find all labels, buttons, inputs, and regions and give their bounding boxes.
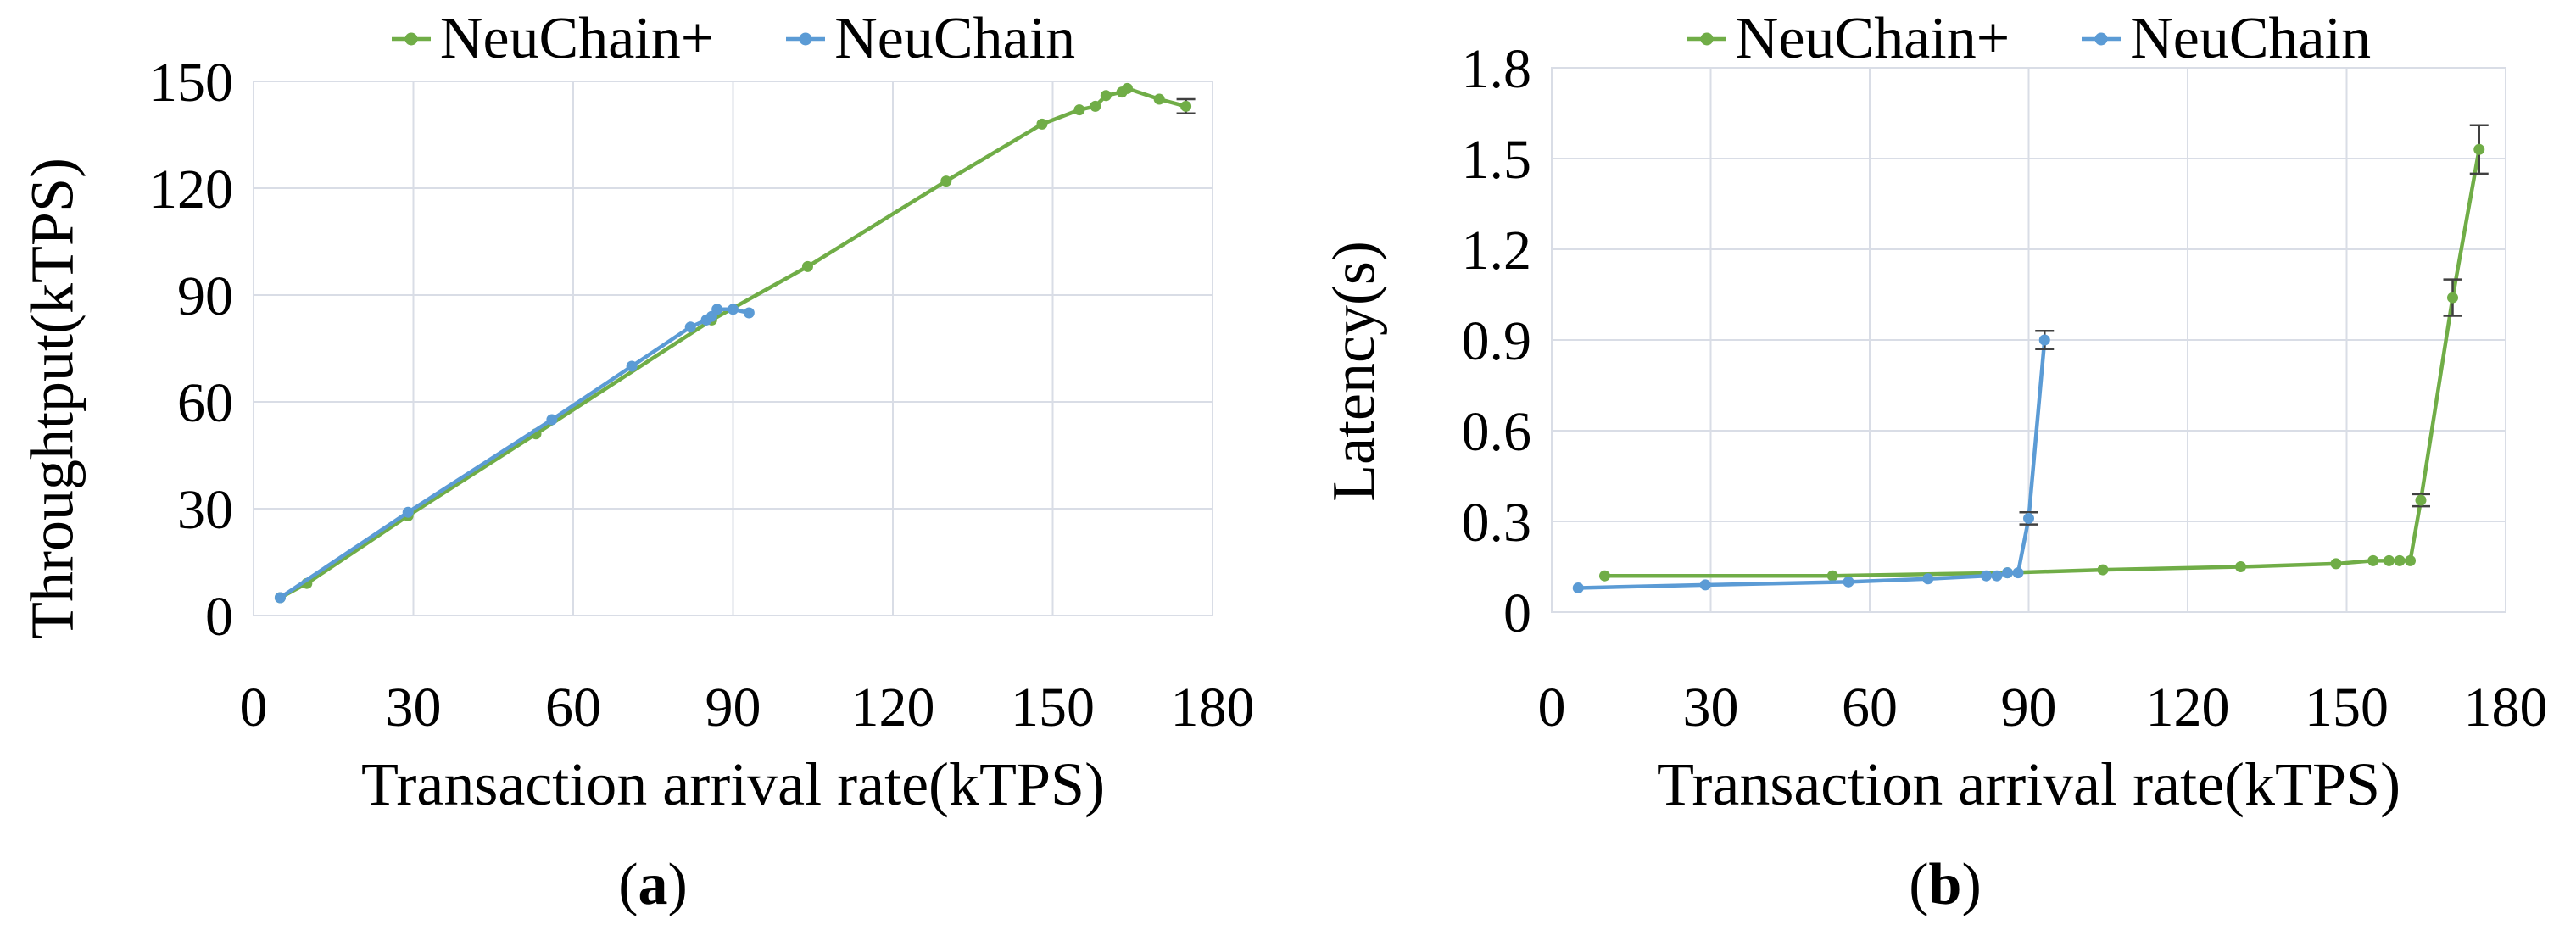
neuchain-legend-marker-icon: [786, 32, 826, 46]
series-line-neuchain: [1578, 339, 2047, 590]
x-tick-label-0: 0: [240, 677, 268, 738]
data-point-neuchain-82-81: [684, 321, 696, 333]
chart-a-throughput: NeuChain+ NeuChain Throughtput(kTPS) 0 30…: [19, 5, 1255, 917]
neuchain-plus-legend-marker-icon: [391, 32, 431, 46]
x-tick-label-180: 180: [2464, 677, 2548, 738]
y-tick-label-0.9: 0.9: [1462, 310, 1532, 372]
data-point-neuchain-plus-175-143: [1180, 100, 1192, 112]
x-tick-label-150: 150: [2305, 677, 2389, 738]
data-point-neuchain-plus-130-0.15: [2235, 561, 2246, 572]
data-point-neuchain-plus-170-1.04: [2447, 292, 2458, 304]
x-axis-title: Transaction arrival rate(kTPS): [360, 750, 1106, 818]
legend-label: NeuChain: [2130, 6, 2372, 71]
data-point-neuchain-plus-148-138: [1036, 118, 1048, 130]
chart-b-latency: NeuChain+ NeuChain Latency(s) 0 30 60 90 120…: [1314, 0, 2576, 947]
data-point-neuchain-plus-104-98: [801, 260, 813, 272]
data-point-neuchain-plus-164-148: [1121, 82, 1133, 94]
legend-label: NeuChain: [834, 6, 1076, 71]
neuchain-legend-marker-icon: [2082, 32, 2122, 46]
x-tick-label-0: 0: [1538, 677, 1566, 738]
data-point-neuchain-plus-160-146: [1100, 90, 1112, 102]
x-tick-label-120: 120: [2146, 677, 2230, 738]
data-point-neuchain-29-29: [402, 506, 414, 518]
x-tick-label-60: 60: [545, 677, 601, 738]
x-tick-label-30: 30: [386, 677, 442, 738]
legend-item-neuchain: NeuChain: [785, 5, 1075, 73]
data-point-neuchain-plus-158-143: [1090, 100, 1101, 112]
x-tick-label-150: 150: [1011, 677, 1095, 738]
data-point-neuchain-plus-10-0.12: [1599, 570, 1610, 582]
legend-label: NeuChain+: [1735, 6, 2010, 71]
neuchain-plus-legend-marker-icon: [1687, 32, 1726, 46]
data-point-neuchain-56-55: [546, 414, 558, 426]
x-tick-label-30: 30: [1683, 677, 1739, 738]
y-tick-label-0: 0: [205, 586, 233, 648]
series-line-neuchain: [279, 307, 750, 599]
y-tick-label-1.2: 1.2: [1462, 220, 1532, 281]
data-point-neuchain-90-86: [728, 304, 739, 315]
plot-border: [253, 81, 1213, 616]
data-point-neuchain-plus-155-142: [1073, 104, 1085, 116]
y-tick-label-1.5: 1.5: [1462, 129, 1532, 191]
data-point-neuchain-plus-158-0.17: [2384, 554, 2395, 566]
data-point-neuchain-plus-175-1.53: [2473, 143, 2485, 155]
data-point-neuchain-86-0.13: [2002, 567, 2013, 579]
plot-border: [1551, 67, 2506, 613]
x-tick-label-90: 90: [705, 677, 761, 738]
data-point-neuchain-5-0.08: [1572, 582, 1584, 593]
y-tick-label-1.8: 1.8: [1462, 38, 1532, 100]
legend: NeuChain+ NeuChain: [1552, 5, 2506, 73]
legend-item-neuchain-plus: NeuChain+: [1687, 5, 2010, 73]
data-point-neuchain-29-0.09: [1699, 579, 1711, 591]
y-tick-label-90: 90: [177, 265, 233, 327]
data-point-neuchain-plus-162-0.17: [2405, 554, 2416, 566]
y-tick-label-150: 150: [149, 52, 233, 114]
y-tick-label-120: 120: [149, 159, 233, 220]
y-tick-label-0: 0: [1503, 582, 1531, 644]
data-point-neuchain-87-86: [711, 304, 723, 315]
x-tick-label-60: 60: [1842, 677, 1898, 738]
x-tick-label-120: 120: [851, 677, 935, 738]
data-point-neuchain-84-0.12: [1991, 570, 2003, 582]
caption: (a): [618, 852, 688, 917]
y-tick-label-0.3: 0.3: [1462, 492, 1532, 554]
data-point-neuchain-plus-170-145: [1153, 93, 1165, 105]
data-point-neuchain-plus-104-0.14: [2097, 564, 2109, 576]
data-point-neuchain-71-70: [626, 360, 638, 372]
x-tick-label-180: 180: [1171, 677, 1255, 738]
legend-label: NeuChain+: [439, 6, 715, 71]
legend: NeuChain+ NeuChain: [254, 5, 1213, 73]
y-tick-label-30: 30: [177, 479, 233, 541]
data-point-neuchain-5-5: [274, 592, 286, 604]
data-point-neuchain-88-0.13: [2012, 567, 2024, 579]
data-point-neuchain-90-0.31: [2023, 512, 2034, 524]
data-point-neuchain-plus-164-0.37: [2415, 494, 2427, 506]
y-tick-label-60: 60: [177, 372, 233, 434]
legend-item-neuchain-plus: NeuChain+: [391, 5, 714, 73]
legend-item-neuchain: NeuChain: [2081, 5, 2371, 73]
data-point-neuchain-56-0.1: [1843, 576, 1854, 588]
data-point-neuchain-plus-155-0.17: [2367, 554, 2379, 566]
data-point-neuchain-plus-53-0.12: [1826, 570, 1838, 582]
data-point-neuchain-82-0.12: [1981, 570, 1992, 582]
plot-area: 0 30 60 90 120 150 180 0 30 60 90 120 150: [149, 52, 1255, 738]
x-axis-title: Transaction arrival rate(kTPS): [1656, 750, 2401, 818]
plot-area: 0 30 60 90 120 150 180 0 0.3 0.6 0.9 1.2 1.5 1.8: [1462, 38, 2548, 738]
data-point-neuchain-plus-160-0.17: [2394, 554, 2406, 566]
data-point-neuchain-plus-130-122: [940, 175, 952, 187]
caption: (b): [1909, 852, 1982, 917]
x-tick-label-90: 90: [2001, 677, 2057, 738]
y-tick-label-0.6: 0.6: [1462, 401, 1532, 463]
data-point-neuchain-93-85: [743, 307, 755, 319]
data-point-neuchain-plus-148-0.16: [2330, 558, 2342, 570]
data-point-neuchain-93-0.9: [2038, 334, 2050, 346]
data-point-neuchain-71-0.11: [1922, 573, 1934, 585]
